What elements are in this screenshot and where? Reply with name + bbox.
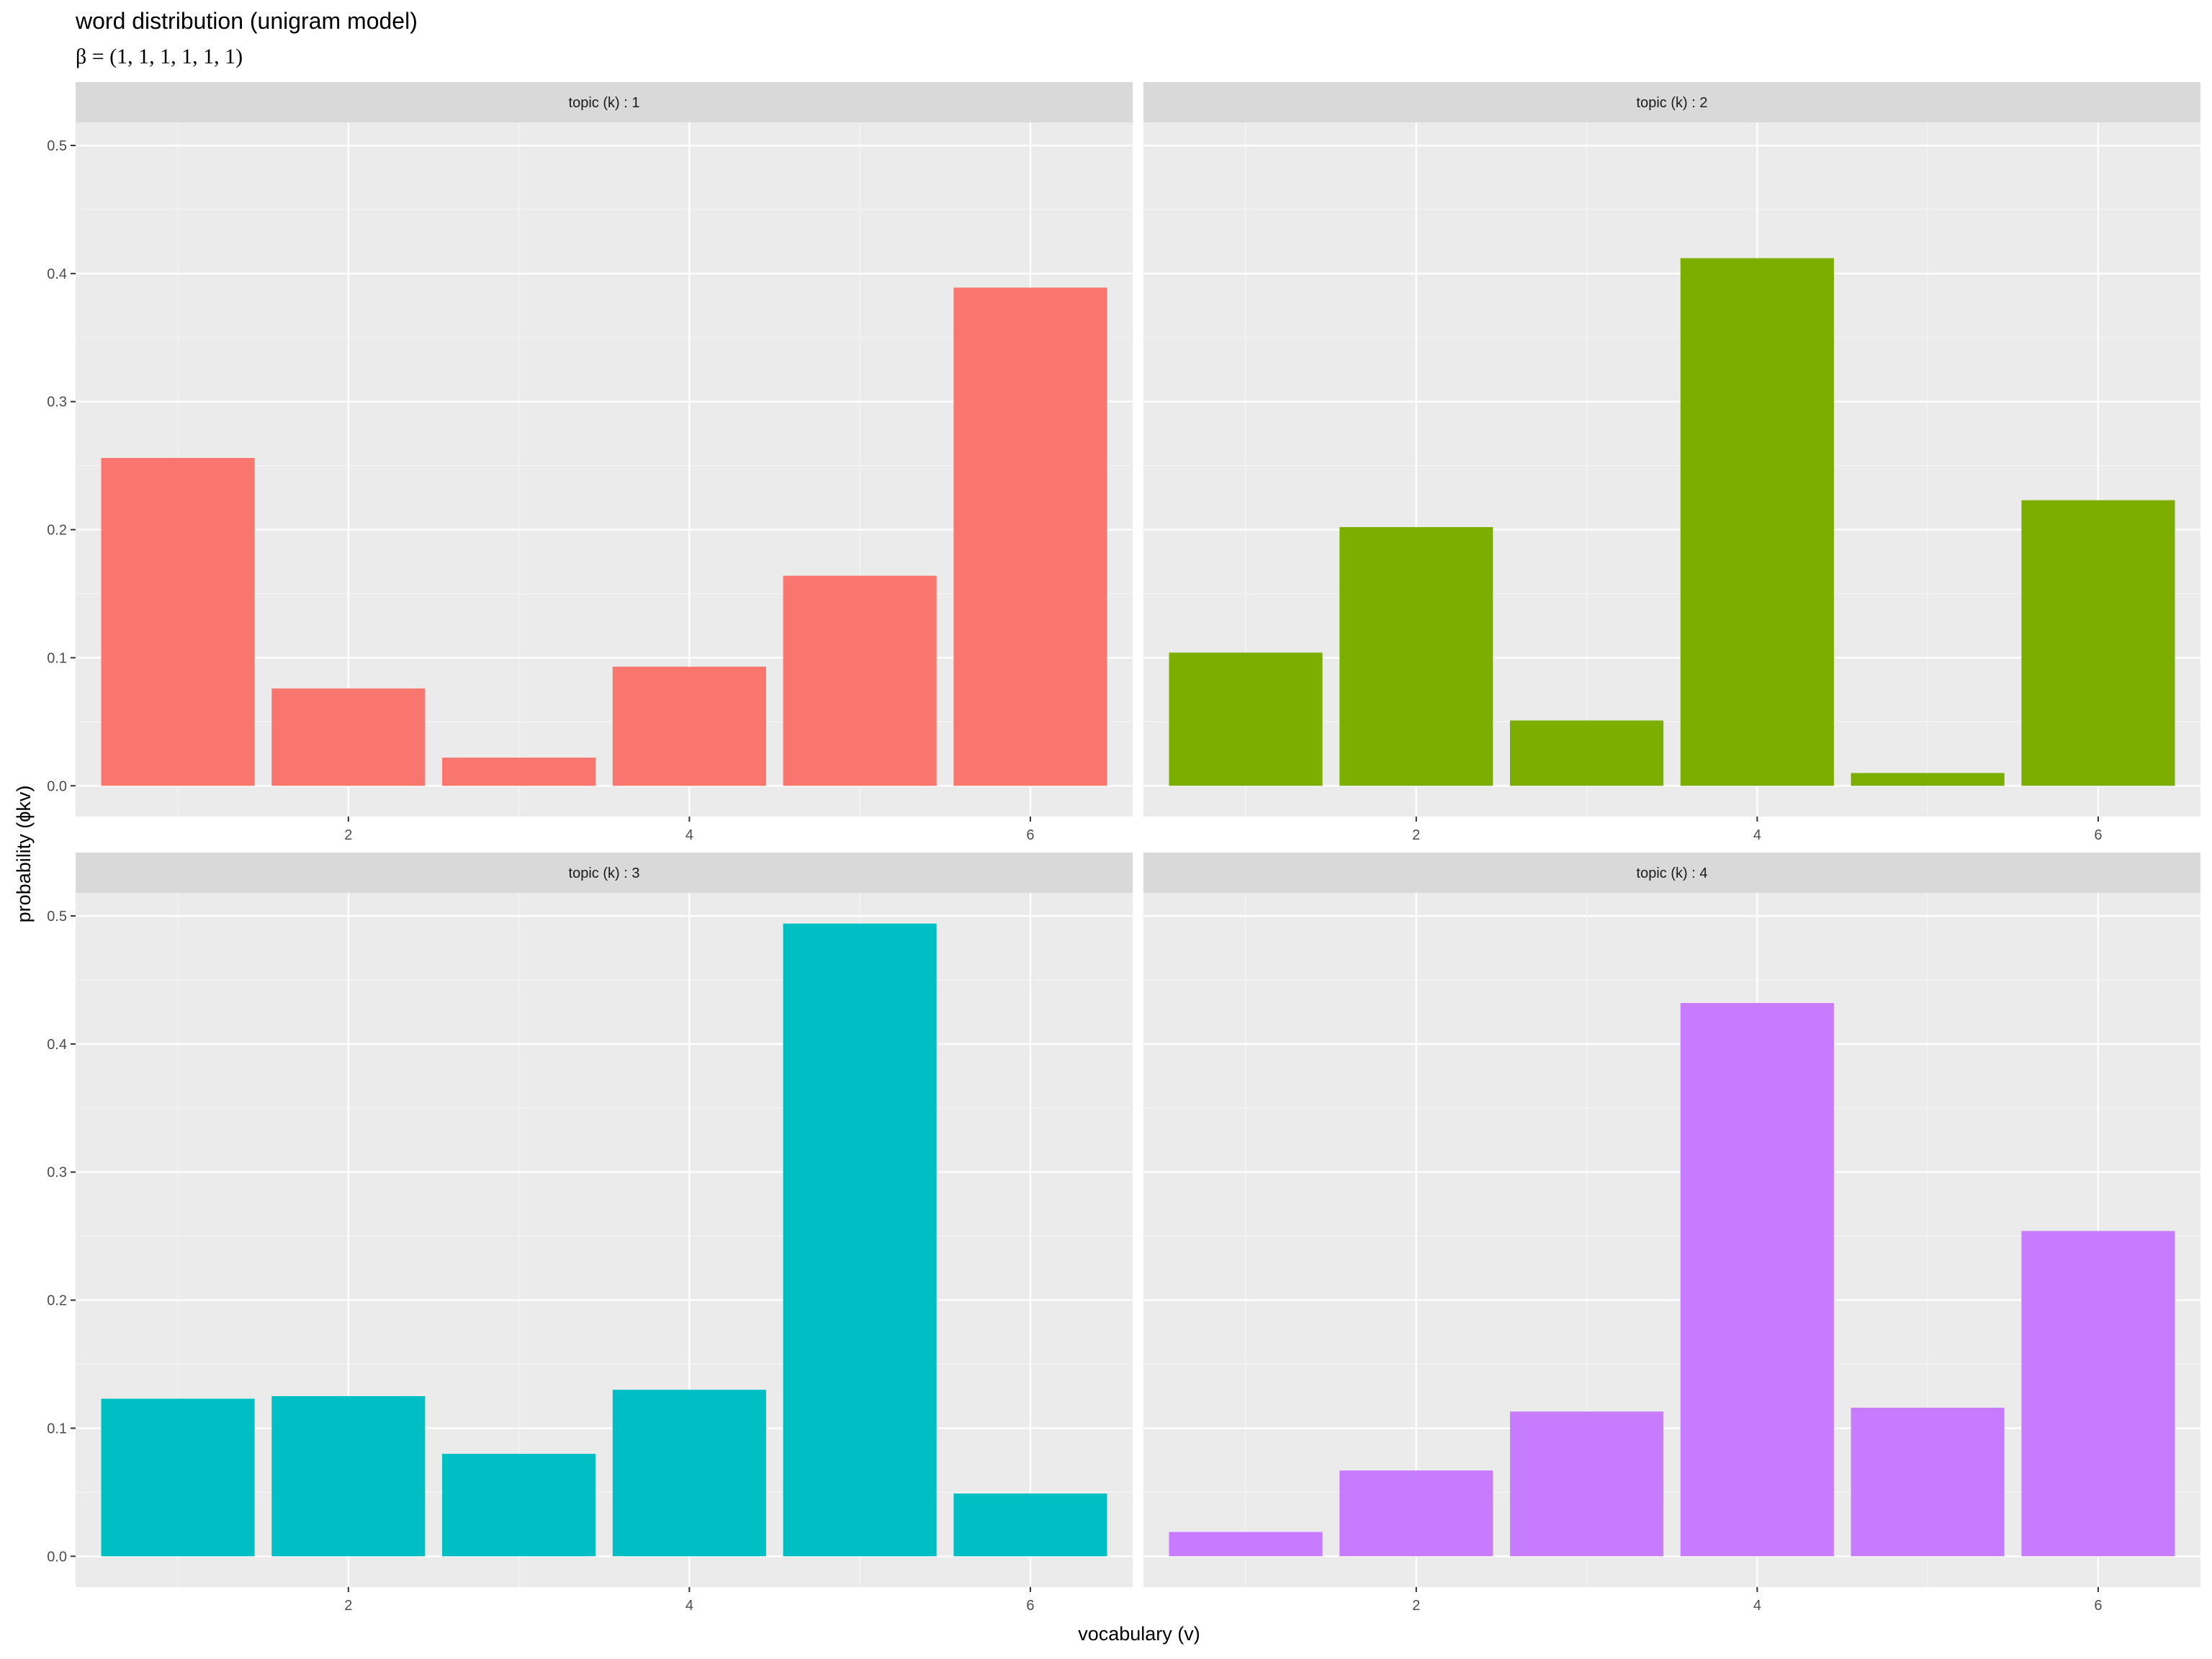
facet-strip [1143, 853, 2200, 893]
x-tick-label: 2 [1412, 1598, 1420, 1614]
x-tick-label: 6 [2094, 827, 2102, 843]
bar-v6 [953, 1493, 1107, 1557]
x-axis-title: vocabulary (v) [1078, 1623, 1200, 1645]
bar-v4 [612, 1390, 766, 1557]
x-tick-label: 6 [1026, 1598, 1034, 1614]
facet-panel-3: topic (k) : 3 0.0 0.1 0.2 0.3 0.4 0.5 2 4 6 [47, 853, 1133, 1614]
y-axis-title: probability (ϕkv) [13, 786, 35, 923]
facet-strip-label: topic (k) : 4 [1637, 866, 1708, 881]
y-tick-label: 0.5 [47, 138, 67, 154]
bar-v3 [1510, 1411, 1664, 1557]
bar-v3 [442, 757, 596, 786]
y-tick-label: 0.0 [47, 778, 67, 794]
x-tick-label: 2 [344, 1598, 352, 1614]
bar-v6 [2021, 500, 2175, 786]
chart-title: word distribution (unigram model) [75, 8, 418, 34]
y-tick-label: 0.2 [47, 1293, 67, 1309]
y-tick-label: 0.2 [47, 523, 67, 539]
x-tick-label: 4 [1753, 827, 1761, 843]
y-tick-label: 0.5 [47, 909, 67, 925]
bar-v5 [1851, 773, 2005, 786]
x-tick-label: 4 [1753, 1598, 1761, 1614]
x-tick-label: 2 [1412, 827, 1420, 843]
bar-v1 [1169, 1532, 1323, 1557]
x-tick-label: 4 [685, 827, 693, 843]
bar-v5 [783, 575, 937, 786]
bar-v2 [271, 1395, 426, 1557]
bar-v6 [953, 287, 1107, 786]
x-tick-label: 4 [685, 1598, 693, 1614]
y-tick-label: 0.4 [47, 266, 67, 282]
bar-v4 [1680, 1002, 1834, 1557]
bar-v1 [1169, 652, 1323, 786]
facet-strip-label: topic (k) : 3 [569, 866, 640, 881]
facet-panel-1: topic (k) : 1 0.0 0.1 0.2 0.3 0.4 0.5 2 4 6 [47, 82, 1133, 843]
y-tick-label: 0.3 [47, 1165, 67, 1181]
bar-v5 [783, 923, 937, 1557]
chart-subtitle: β = (1, 1, 1, 1, 1, 1) [76, 45, 243, 68]
y-tick-label: 0.1 [47, 1421, 67, 1437]
x-tick-label: 6 [2094, 1598, 2102, 1614]
bar-v2 [1339, 1470, 1493, 1557]
facet-strip [1143, 82, 2200, 122]
x-tick-label: 6 [1026, 827, 1034, 843]
facet-strip [76, 82, 1133, 122]
y-tick-label: 0.4 [47, 1037, 67, 1053]
x-tick-label: 2 [344, 827, 352, 843]
bar-v4 [1680, 258, 1834, 786]
bar-v1 [101, 457, 255, 786]
facet-strip [76, 853, 1133, 893]
facet-panel-4: topic (k) : 4 2 4 6 [1143, 853, 2200, 1614]
facet-panel-2: topic (k) : 2 2 4 6 [1143, 82, 2200, 843]
facet-panels: topic (k) : 10.00.10.20.30.40.52 4 6topic … [47, 82, 2200, 1614]
y-tick-label: 0.0 [47, 1549, 67, 1565]
bar-v1 [101, 1398, 255, 1557]
bar-v4 [612, 666, 766, 786]
bar-v3 [442, 1454, 596, 1557]
bar-v2 [271, 688, 426, 786]
facet-strip-label: topic (k) : 1 [569, 95, 640, 111]
y-tick-label: 0.1 [47, 650, 67, 666]
bar-v2 [1339, 527, 1493, 786]
bar-v6 [2021, 1231, 2175, 1557]
bar-v3 [1510, 720, 1664, 786]
facet-strip-label: topic (k) : 2 [1637, 95, 1708, 111]
bar-v5 [1851, 1407, 2005, 1557]
y-tick-label: 0.3 [47, 395, 67, 410]
